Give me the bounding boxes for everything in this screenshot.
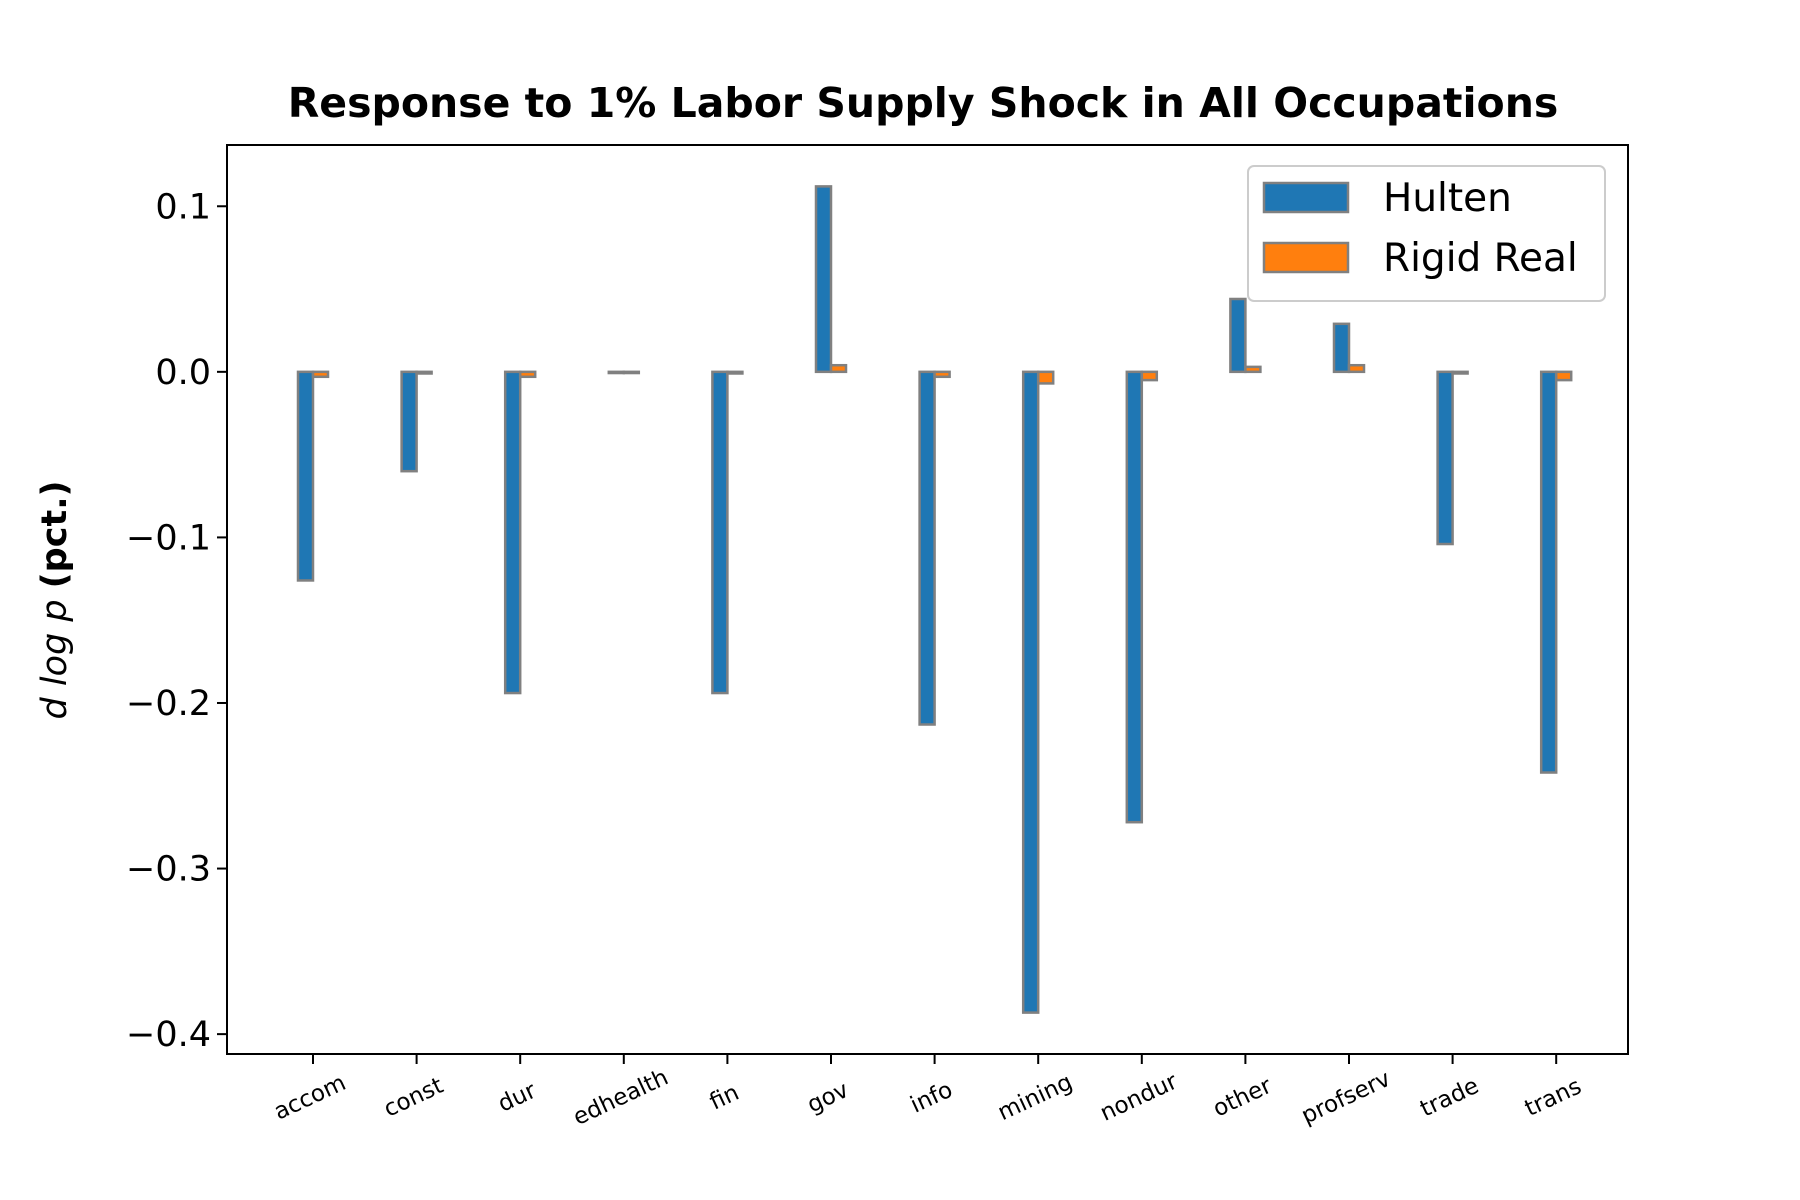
bar-hulten-const xyxy=(400,370,418,473)
bar-rigid-real-profserv xyxy=(1347,363,1366,374)
bar-hulten-mining xyxy=(1021,370,1040,1014)
bar-rigid-real-gov xyxy=(829,363,848,374)
x-tick-label-profserv: profserv xyxy=(1298,1066,1395,1130)
legend-label-hulten: Hulten xyxy=(1383,176,1512,221)
bar-rigid-real-other xyxy=(1244,365,1262,374)
plot-frame xyxy=(226,144,1629,1055)
bar-rigid-real-accom xyxy=(311,370,330,379)
y-tick-label: −0.4 xyxy=(126,1015,211,1055)
legend-swatch-hulten xyxy=(1262,181,1350,214)
bar-hulten-dur xyxy=(503,370,522,695)
bar-rigid-real-dur xyxy=(518,370,537,379)
bar-hulten-profserv xyxy=(1332,322,1351,374)
y-axis-label-bold: (pct.) xyxy=(35,480,75,588)
bars-layer xyxy=(296,185,1573,1014)
x-tick-label-accom: accom xyxy=(270,1070,350,1126)
y-tick-label: −0.3 xyxy=(126,850,211,890)
bar-hulten-fin xyxy=(711,370,729,695)
y-tick-label: −0.2 xyxy=(126,684,211,724)
bar-rigid-real-fin xyxy=(726,370,744,375)
bar-hulten-gov xyxy=(814,185,833,374)
bar-rigid-real-nondur xyxy=(1140,370,1159,382)
bar-rigid-real-trans xyxy=(1554,370,1573,382)
x-tick-label-trade: trade xyxy=(1416,1073,1483,1122)
bar-rigid-real-trade xyxy=(1451,370,1469,375)
x-tick-label-other: other xyxy=(1209,1073,1276,1123)
y-axis-label-italic: d log p xyxy=(35,599,75,719)
x-tick-label-fin: fin xyxy=(706,1080,743,1116)
legend-label-rigid-real: Rigid Real xyxy=(1383,236,1578,281)
y-tick-label: 0.1 xyxy=(155,187,211,227)
bar-rigid-real-const xyxy=(415,370,433,375)
bar-hulten-info xyxy=(918,370,936,726)
x-tick-label-gov: gov xyxy=(803,1077,852,1118)
x-tick-label-info: info xyxy=(907,1077,957,1119)
bar-hulten-trans xyxy=(1539,370,1558,774)
svg-text:d log p (pct.): d log p (pct.) xyxy=(35,480,75,719)
bar-hulten-nondur xyxy=(1125,370,1144,824)
bar-hulten-trade xyxy=(1436,370,1454,546)
bar-hulten-edhealth xyxy=(607,370,626,375)
chart-title: Response to 1% Labor Supply Shock in All… xyxy=(288,79,1559,127)
y-axis-label: d log p (pct.) xyxy=(35,480,75,719)
bar-rigid-real-mining xyxy=(1036,370,1055,385)
legend: Hulten Rigid Real xyxy=(1247,165,1606,302)
bar-rigid-real-info xyxy=(933,370,951,379)
y-tick-label: −0.1 xyxy=(126,518,211,558)
x-tick-label-mining: mining xyxy=(994,1069,1077,1126)
x-tick-label-edhealth: edhealth xyxy=(569,1064,672,1130)
x-tick-label-const: const xyxy=(380,1073,447,1123)
bar-hulten-other xyxy=(1229,297,1247,374)
bar-rigid-real-edhealth xyxy=(622,370,641,375)
y-tick-label: 0.0 xyxy=(155,353,211,393)
x-tick-label-dur: dur xyxy=(494,1077,540,1117)
bar-hulten-accom xyxy=(296,370,315,582)
x-tick-label-trans: trans xyxy=(1521,1073,1586,1122)
x-tick-label-nondur: nondur xyxy=(1096,1068,1182,1126)
legend-swatch-rigid-real xyxy=(1262,241,1350,274)
